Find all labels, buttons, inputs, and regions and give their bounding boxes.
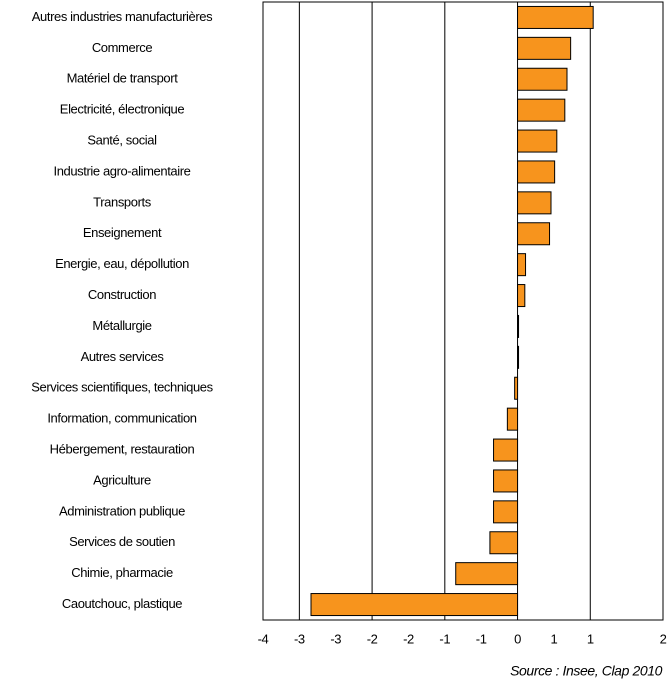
y-tick-label: Energie, eau, dépollution <box>55 256 189 271</box>
bar <box>517 160 556 184</box>
bar <box>517 129 558 153</box>
bar <box>517 222 551 246</box>
y-tick-label: Electricité, électronique <box>60 102 185 117</box>
y-tick-label: Construction <box>88 287 156 302</box>
bar <box>493 500 519 524</box>
x-tick-label: 2 <box>660 631 667 646</box>
y-tick-label: Services scientifiques, techniques <box>31 380 213 395</box>
bar <box>506 407 519 431</box>
x-tick-label: -1 <box>476 631 487 646</box>
x-tick-label: -3 <box>330 631 341 646</box>
source-note: Source : Insee, Clap 2010 <box>510 663 662 679</box>
bar <box>517 314 520 338</box>
bar <box>517 98 566 122</box>
bar <box>489 531 519 555</box>
x-tick-label: -4 <box>258 631 269 646</box>
bar <box>517 253 527 277</box>
bar <box>493 469 519 493</box>
x-tick-label: -2 <box>403 631 414 646</box>
y-tick-label: Chimie, pharmacie <box>71 565 173 580</box>
x-tick-label: -2 <box>367 631 378 646</box>
x-tick-label: 1 <box>550 631 557 646</box>
y-tick-label: Autres industries manufacturières <box>32 9 213 24</box>
y-tick-label: Métallurgie <box>92 318 151 333</box>
y-tick-label: Industrie agro-alimentaire <box>53 163 190 178</box>
bar <box>310 593 519 617</box>
x-tick-label: -3 <box>294 631 305 646</box>
y-tick-label: Transports <box>93 194 152 209</box>
bar <box>493 438 519 462</box>
bar <box>517 345 520 369</box>
bar <box>517 191 552 215</box>
y-tick-label: Santé, social <box>87 132 157 147</box>
y-tick-label: Services de soutien <box>69 534 175 549</box>
bar <box>455 562 519 586</box>
y-tick-label: Autres services <box>81 349 165 364</box>
x-tick-label: 0 <box>514 631 521 646</box>
y-tick-label: Caoutchouc, plastique <box>62 596 182 611</box>
x-tick-label: -1 <box>439 631 450 646</box>
plot-frame <box>262 1 664 621</box>
x-tick-label: 1 <box>587 631 594 646</box>
y-tick-label: Administration publique <box>59 503 185 518</box>
bar <box>517 36 572 60</box>
y-tick-label: Information, communication <box>47 411 196 426</box>
y-tick-label: Matériel de transport <box>67 71 179 86</box>
bar <box>514 376 519 400</box>
y-tick-label: Agriculture <box>93 472 151 487</box>
y-tick-label: Commerce <box>92 40 153 55</box>
y-tick-label: Hébergement, restauration <box>50 441 195 456</box>
bar <box>517 5 594 29</box>
bar <box>517 67 568 91</box>
bar <box>517 284 526 308</box>
y-tick-label: Enseignement <box>83 225 162 240</box>
